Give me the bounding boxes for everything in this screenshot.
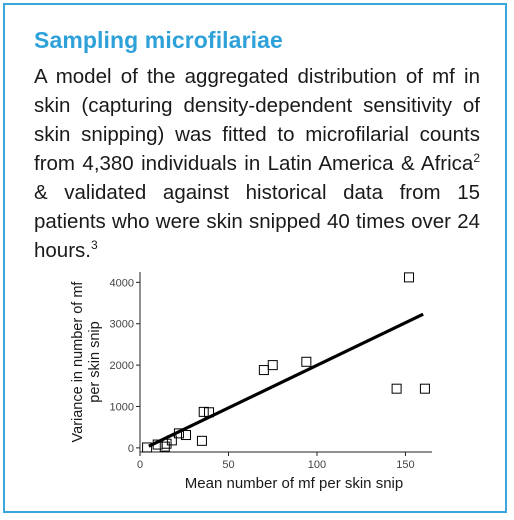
y-tick-label: 1000 xyxy=(110,401,134,413)
panel-paragraph: A model of the aggregated distribution o… xyxy=(34,62,480,265)
x-tick-label: 50 xyxy=(222,459,234,471)
paragraph-text-continued: & validated against historical data from… xyxy=(34,181,480,262)
data-points xyxy=(142,272,430,453)
x-axis-label: Mean number of mf per skin snip xyxy=(185,475,403,492)
data-point xyxy=(196,435,207,446)
regression-line xyxy=(148,312,424,448)
data-point xyxy=(403,272,414,283)
y-tick-label: 3000 xyxy=(110,319,134,331)
data-point xyxy=(258,365,269,376)
reference-2: 2 xyxy=(473,151,480,166)
data-point xyxy=(267,360,278,371)
data-point xyxy=(166,435,177,446)
data-point xyxy=(391,383,402,394)
y-tick-label: 4000 xyxy=(110,277,134,289)
chart-axes: 0 50 100 150 0 1000 2000 3000 4000 xyxy=(110,272,432,471)
data-point xyxy=(142,442,153,453)
y-axis-label-line-2: per skin snip xyxy=(87,321,103,402)
data-point xyxy=(181,430,192,441)
x-tick-label: 150 xyxy=(396,459,414,471)
y-axis-label-line-1: Variance in number of mf xyxy=(70,281,86,443)
paragraph-text: A model of the aggregated distribution o… xyxy=(34,65,480,175)
x-tick-label: 0 xyxy=(137,459,143,471)
regression-line-group xyxy=(148,312,424,448)
info-panel xyxy=(3,3,507,513)
x-tick-label: 100 xyxy=(308,459,326,471)
data-point xyxy=(301,356,312,367)
data-point xyxy=(161,438,172,449)
data-point xyxy=(198,406,209,417)
data-point xyxy=(204,407,215,418)
data-point xyxy=(159,441,170,452)
y-axis-label: Variance in number of mfper skin snip xyxy=(70,281,103,443)
y-tick-label: 2000 xyxy=(110,360,134,372)
data-point xyxy=(173,428,184,439)
y-tick-label: 0 xyxy=(128,443,134,455)
data-point xyxy=(419,383,430,394)
reference-3: 3 xyxy=(90,238,98,253)
panel-title: Sampling microfilariae xyxy=(34,27,283,53)
